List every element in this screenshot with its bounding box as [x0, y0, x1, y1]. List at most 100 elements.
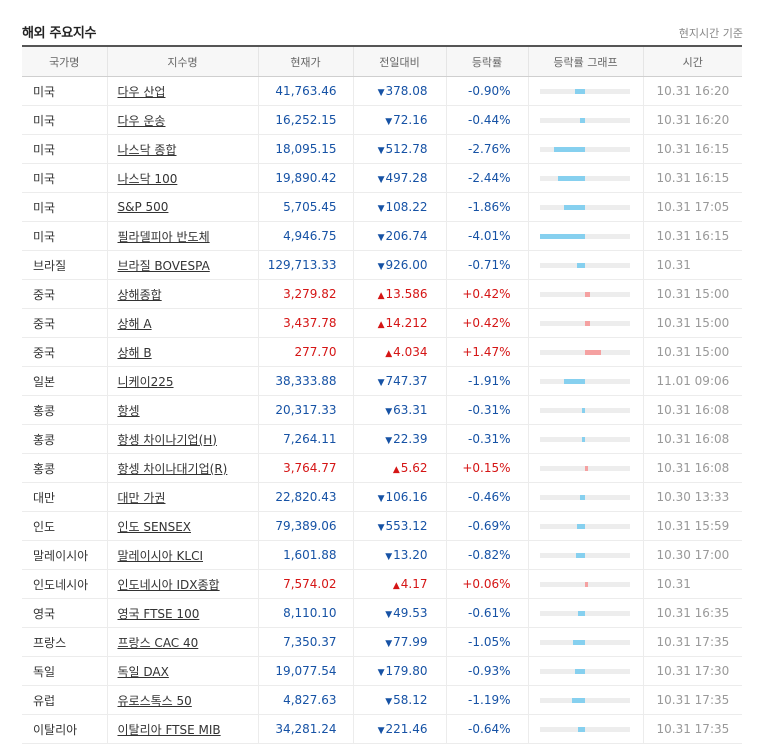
- rate-graph-cell: [527, 308, 643, 338]
- change-cell: ▲13.586: [352, 279, 446, 309]
- table-row: 대만 대만 가권 22,820.43 ▼106.16 -0.46% 10.30 13:33: [22, 482, 742, 512]
- change-value: 13.586: [385, 287, 428, 301]
- index-link[interactable]: 인도네시아 IDX종합: [117, 577, 220, 592]
- index-link[interactable]: 이탈리아 FTSE MIB: [117, 722, 221, 737]
- rate-graph-cell: [527, 134, 643, 164]
- index-name-cell: 상해 A: [106, 308, 258, 338]
- index-link[interactable]: 필라델피아 반도체: [117, 229, 210, 244]
- change-cell: ▼512.78: [352, 134, 446, 164]
- down-arrow-icon: ▼: [377, 668, 385, 678]
- table-row: 프랑스 프랑스 CAC 40 7,350.37 ▼77.99 -1.05% 10.31 1…: [22, 627, 742, 657]
- table-body: 미국 다우 산업 41,763.46 ▼378.08 -0.90% 10.31 16:20…: [22, 76, 742, 744]
- table-row: 독일 독일 DAX 19,077.54 ▼179.80 -0.93% 10.31 17:3…: [22, 656, 742, 686]
- country-cell: 프랑스: [22, 627, 107, 657]
- index-link[interactable]: 상해종합: [117, 287, 162, 302]
- rate-graph-cell: [527, 511, 643, 541]
- rate-cell: +0.06%: [445, 569, 528, 599]
- index-link[interactable]: 상해 B: [117, 345, 152, 360]
- change-value: 4.034: [393, 345, 428, 359]
- graph-track: [539, 553, 630, 558]
- change-value: 108.22: [385, 200, 428, 214]
- country-cell: 일본: [22, 366, 107, 396]
- index-link[interactable]: 상해 A: [117, 316, 152, 331]
- graph-track: [539, 640, 630, 645]
- index-link[interactable]: 항셍 차이나대기업(R): [117, 461, 228, 476]
- current-price-cell: 16,252.15: [257, 105, 353, 135]
- graph-track: [539, 524, 630, 529]
- index-link[interactable]: 항셍: [117, 403, 140, 418]
- rate-graph-cell: [527, 714, 643, 744]
- graph-track: [539, 89, 630, 94]
- rate-bar: [574, 669, 585, 674]
- header-index-name: 지수명: [106, 47, 258, 77]
- change-cell: ▲5.62: [352, 453, 446, 483]
- graph-track: [539, 669, 630, 674]
- index-name-cell: 유로스톡스 50: [106, 685, 258, 715]
- rate-cell: -2.44%: [445, 163, 528, 193]
- rate-graph-cell: [527, 656, 643, 686]
- graph-track: [539, 205, 630, 210]
- table-row: 중국 상해종합 3,279.82 ▲13.586 +0.42% 10.31 15:00: [22, 279, 742, 309]
- rate-graph-cell: [527, 482, 643, 512]
- rate-graph-cell: [527, 279, 643, 309]
- down-arrow-icon: ▼: [377, 146, 385, 156]
- change-value: 5.62: [400, 461, 428, 475]
- rate-graph-cell: [527, 337, 643, 367]
- time-cell: 10.31 15:00: [642, 337, 742, 367]
- change-cell: ▼206.74: [352, 221, 446, 251]
- index-link[interactable]: 나스닥 종합: [117, 142, 177, 157]
- table-row: 중국 상해 B 277.70 ▲4.034 +1.47% 10.31 15:00: [22, 337, 742, 367]
- change-value: 221.46: [385, 722, 428, 736]
- rate-graph-cell: [527, 453, 643, 483]
- time-cell: 10.31 16:08: [642, 395, 742, 425]
- table-row: 이탈리아 이탈리아 FTSE MIB 34,281.24 ▼221.46 -0.64% 1…: [22, 714, 742, 744]
- rate-bar: [574, 89, 585, 94]
- down-arrow-icon: ▼: [377, 88, 385, 98]
- index-name-cell: 인도네시아 IDX종합: [106, 569, 258, 599]
- change-value: 58.12: [393, 693, 428, 707]
- country-cell: 대만: [22, 482, 107, 512]
- table-header-row: 국가명 지수명 현재가 전일대비 등락률 등락률 그래프 시간: [22, 47, 742, 77]
- index-link[interactable]: 대만 가권: [117, 490, 166, 505]
- change-value: 63.31: [393, 403, 428, 417]
- index-link[interactable]: 브라질 BOVESPA: [117, 258, 210, 273]
- change-cell: ▼108.22: [352, 192, 446, 222]
- change-cell: ▼221.46: [352, 714, 446, 744]
- rate-bar: [581, 437, 585, 442]
- time-cell: 10.31 16:20: [642, 76, 742, 106]
- rate-cell: -4.01%: [445, 221, 528, 251]
- current-price-cell: 79,389.06: [257, 511, 353, 541]
- index-link[interactable]: 독일 DAX: [117, 664, 169, 679]
- index-link[interactable]: 다우 산업: [117, 84, 166, 99]
- rate-bar: [584, 292, 590, 297]
- rate-bar: [563, 205, 585, 210]
- time-cell: 10.31: [642, 569, 742, 599]
- index-link[interactable]: S&P 500: [117, 200, 169, 214]
- current-price-cell: 34,281.24: [257, 714, 353, 744]
- table-row: 미국 나스닥 종합 18,095.15 ▼512.78 -2.76% 10.31 16:1…: [22, 134, 742, 164]
- change-cell: ▼497.28: [352, 163, 446, 193]
- index-name-cell: S&P 500: [106, 192, 258, 222]
- graph-track: [539, 379, 630, 384]
- index-link[interactable]: 말레이시아 KLCI: [117, 548, 204, 563]
- index-link[interactable]: 나스닥 100: [117, 171, 178, 186]
- time-cell: 10.30 13:33: [642, 482, 742, 512]
- index-link[interactable]: 인도 SENSEX: [117, 519, 192, 534]
- index-link[interactable]: 다우 운송: [117, 113, 166, 128]
- down-arrow-icon: ▼: [377, 523, 385, 533]
- rate-cell: +1.47%: [445, 337, 528, 367]
- rate-graph-cell: [527, 250, 643, 280]
- rate-graph-cell: [527, 540, 643, 570]
- rate-bar: [579, 495, 585, 500]
- table-row: 홍콩 항셍 차이나대기업(R) 3,764.77 ▲5.62 +0.15% 10.31 1…: [22, 453, 742, 483]
- country-cell: 중국: [22, 308, 107, 338]
- index-link[interactable]: 유로스톡스 50: [117, 693, 192, 708]
- index-link[interactable]: 항셍 차이나기업(H): [117, 432, 217, 447]
- index-link[interactable]: 프랑스 CAC 40: [117, 635, 199, 650]
- change-value: 179.80: [385, 664, 428, 678]
- country-cell: 말레이시아: [22, 540, 107, 570]
- graph-track: [539, 437, 630, 442]
- index-link[interactable]: 영국 FTSE 100: [117, 606, 200, 621]
- index-link[interactable]: 니케이225: [117, 374, 174, 389]
- change-cell: ▲4.17: [352, 569, 446, 599]
